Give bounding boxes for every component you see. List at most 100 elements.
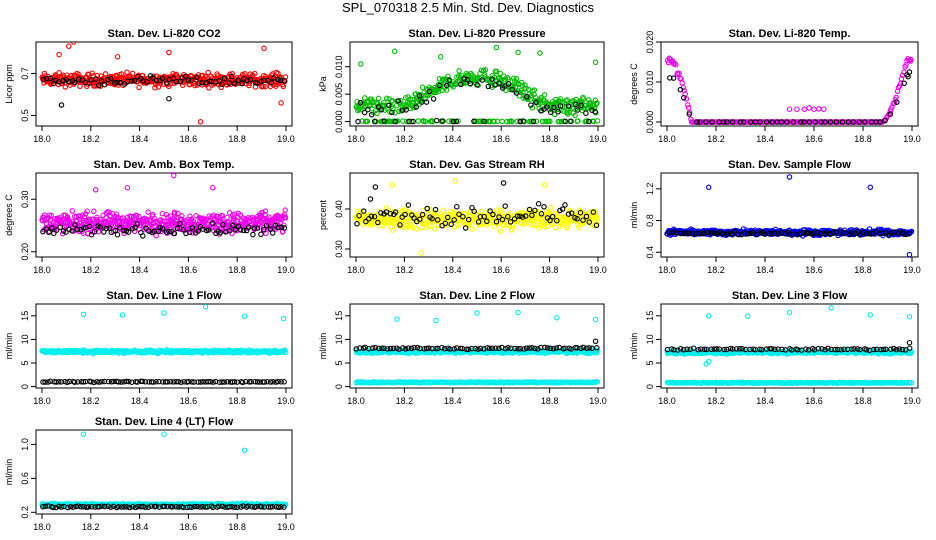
data-point [469,226,475,232]
data-point [84,208,90,214]
data-point [275,224,281,231]
data-point [784,119,790,125]
data-point [252,70,258,77]
data-point [416,93,423,99]
data-point [207,379,214,385]
plot-frame [660,41,919,127]
data-point [496,80,502,86]
data-point [451,217,457,223]
data-point [281,78,287,84]
data-point [361,109,368,116]
data-point [460,213,466,220]
data-point [888,230,894,237]
data-point [565,211,572,217]
data-point [129,225,136,232]
data-point [180,82,186,89]
y-tick-label: 15 [645,311,655,321]
data-point [93,76,99,82]
data-point [218,84,224,91]
data-point [411,215,417,221]
data-point [703,119,709,125]
plot-frame [660,172,919,258]
data-point [547,118,553,125]
data-point [855,229,862,235]
y-axis-label: Licor ppm [4,64,14,104]
data-point [446,77,453,84]
data-point [103,210,110,216]
data-point [98,78,105,84]
data-point [232,211,238,217]
data-point [498,210,504,216]
x-tick-label: 18.0 [33,265,51,275]
data-point [230,222,236,229]
data-point [574,216,580,222]
data-point [426,88,433,95]
x-tick-label: 18.4 [444,265,462,275]
data-point [677,230,684,237]
data-point [129,70,136,77]
data-point [229,71,236,77]
data-point [594,379,601,385]
data-point [237,227,244,233]
y-axis-label: degrees C [4,194,14,236]
data-point [282,349,289,356]
data-point [505,81,512,87]
data-point [235,77,242,84]
data-point [244,77,250,84]
data-point [436,82,443,89]
data-point [205,69,211,76]
data-point [392,118,399,125]
data-point [481,118,487,125]
data-point [106,225,113,231]
data-point [140,233,146,239]
data-point [676,70,682,77]
x-tick-label: 18.6 [492,396,510,406]
outlier-point [821,106,827,112]
data-point [762,231,768,237]
data-points [664,305,915,387]
data-point [448,221,454,227]
data-point [64,214,71,220]
series-1 [353,178,601,256]
data-point [395,98,401,104]
data-point [381,118,387,124]
data-point [43,75,50,82]
data-point [185,378,192,385]
data-point [220,222,226,228]
data-point [686,230,693,236]
y-tick-label: 0 [334,384,344,389]
data-point [683,230,689,237]
data-point [526,206,533,213]
data-point [185,77,192,83]
data-point [280,83,287,90]
data-point [357,99,364,106]
data-point [71,379,78,385]
data-point [448,208,454,215]
data-point [171,230,178,237]
data-point [903,231,909,238]
x-tick-label: 18.2 [707,134,725,144]
outlier-point [367,196,374,202]
data-point [594,219,600,226]
data-point [42,379,48,385]
data-points [39,42,289,125]
data-point [818,119,824,125]
data-point [818,230,824,237]
data-point [361,95,368,101]
series-2 [664,379,915,387]
outlier-point [161,310,167,316]
data-point [680,95,687,101]
data-point [410,118,416,125]
outlier-point [906,251,913,257]
y-tick-label: 0.010 [645,71,655,94]
y-tick-label: 5 [645,360,655,365]
data-point [163,80,170,86]
panel-title: Stan. Dev. Li-820 Pressure [408,28,545,40]
outlier-point [705,184,712,191]
x-tick-label: 18.0 [347,265,365,275]
data-point [178,379,184,385]
data-point [572,112,578,119]
data-point [281,379,287,385]
data-point [114,231,121,238]
